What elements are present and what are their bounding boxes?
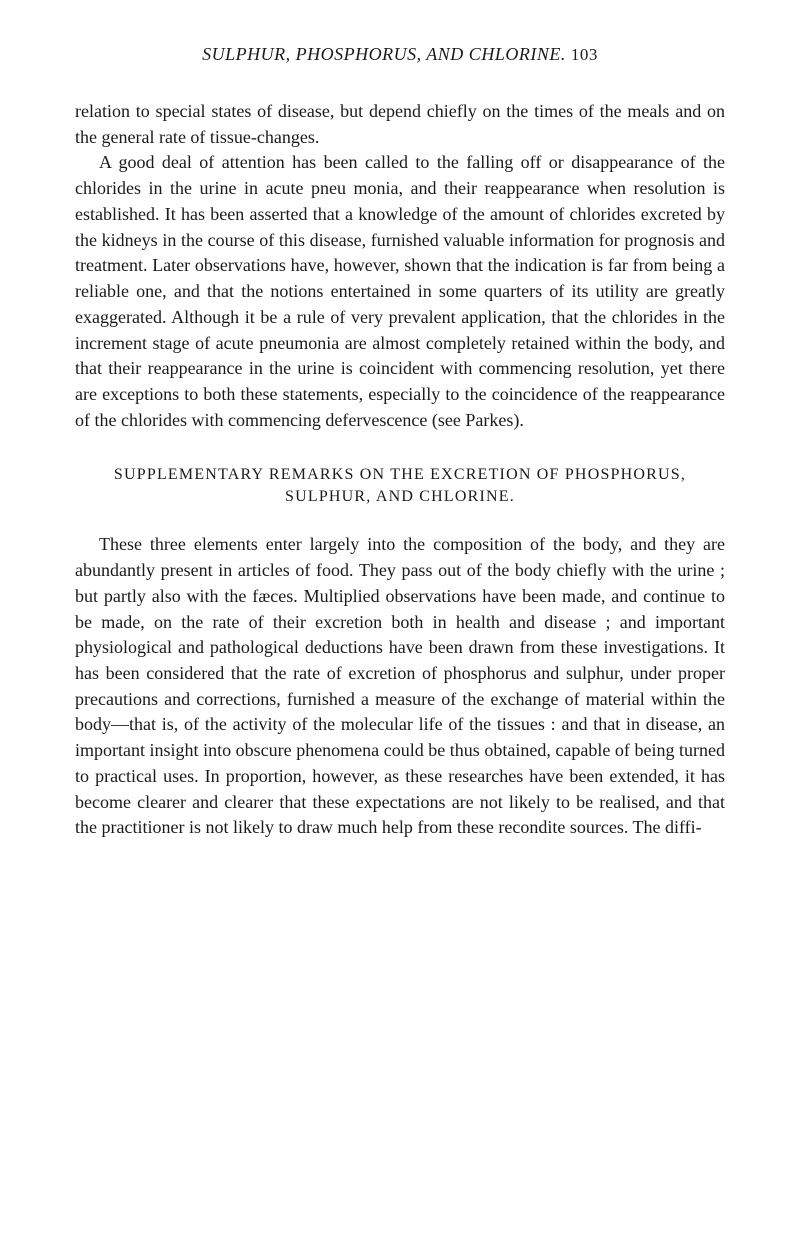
- header-title: SULPHUR, PHOSPHORUS, AND CHLORINE.: [202, 44, 566, 64]
- page-number: 103: [571, 45, 598, 64]
- page-header: SULPHUR, PHOSPHORUS, AND CHLORINE. 103: [75, 44, 725, 65]
- section-heading: SUPPLEMENTARY REMARKS ON THE EXCRETION O…: [75, 464, 725, 509]
- paragraph-1: relation to special states of disease, b…: [75, 99, 725, 150]
- paragraph-2: A good deal of attention has been called…: [75, 150, 725, 433]
- paragraph-3: These three elements enter largely into …: [75, 532, 725, 841]
